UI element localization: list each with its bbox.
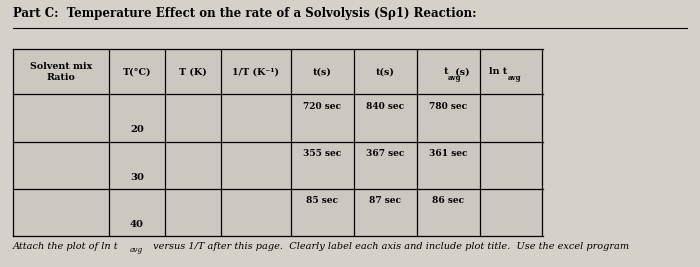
Text: T (K): T (K) [179, 67, 206, 76]
Text: 367 sec: 367 sec [366, 149, 405, 158]
Text: 1/T (K⁻¹): 1/T (K⁻¹) [232, 67, 279, 76]
Text: versus 1/T after this page.  Clearly label each axis and include plot title.  Us: versus 1/T after this page. Clearly labe… [150, 242, 629, 251]
Text: 720 sec: 720 sec [303, 101, 341, 111]
Text: 20: 20 [130, 125, 144, 134]
Text: 86 sec: 86 sec [432, 196, 464, 205]
Text: Attach the plot of ln t: Attach the plot of ln t [13, 242, 118, 251]
Text: 87 sec: 87 sec [369, 196, 401, 205]
Text: avg: avg [448, 74, 461, 83]
Text: 840 sec: 840 sec [366, 101, 404, 111]
Text: 355 sec: 355 sec [303, 149, 342, 158]
Text: 780 sec: 780 sec [429, 101, 467, 111]
Text: avg: avg [130, 246, 143, 254]
Text: avg: avg [508, 74, 521, 83]
Text: t(s): t(s) [376, 67, 395, 76]
Text: 85 sec: 85 sec [306, 196, 338, 205]
Text: 40: 40 [130, 220, 144, 229]
Text: Part C:  Temperature Effect on the rate of a Solvolysis (Sρ1) Reaction:: Part C: Temperature Effect on the rate o… [13, 7, 476, 20]
Text: t(s): t(s) [313, 67, 332, 76]
Text: Solvent mix
Ratio: Solvent mix Ratio [29, 62, 92, 81]
Text: 30: 30 [130, 172, 144, 182]
Text: 361 sec: 361 sec [429, 149, 468, 158]
Text: ln t: ln t [489, 67, 508, 76]
Text: t: t [444, 67, 448, 76]
Text: T(°C): T(°C) [122, 67, 151, 76]
Bar [13, 49, 542, 236]
Text: (s): (s) [452, 67, 469, 76]
